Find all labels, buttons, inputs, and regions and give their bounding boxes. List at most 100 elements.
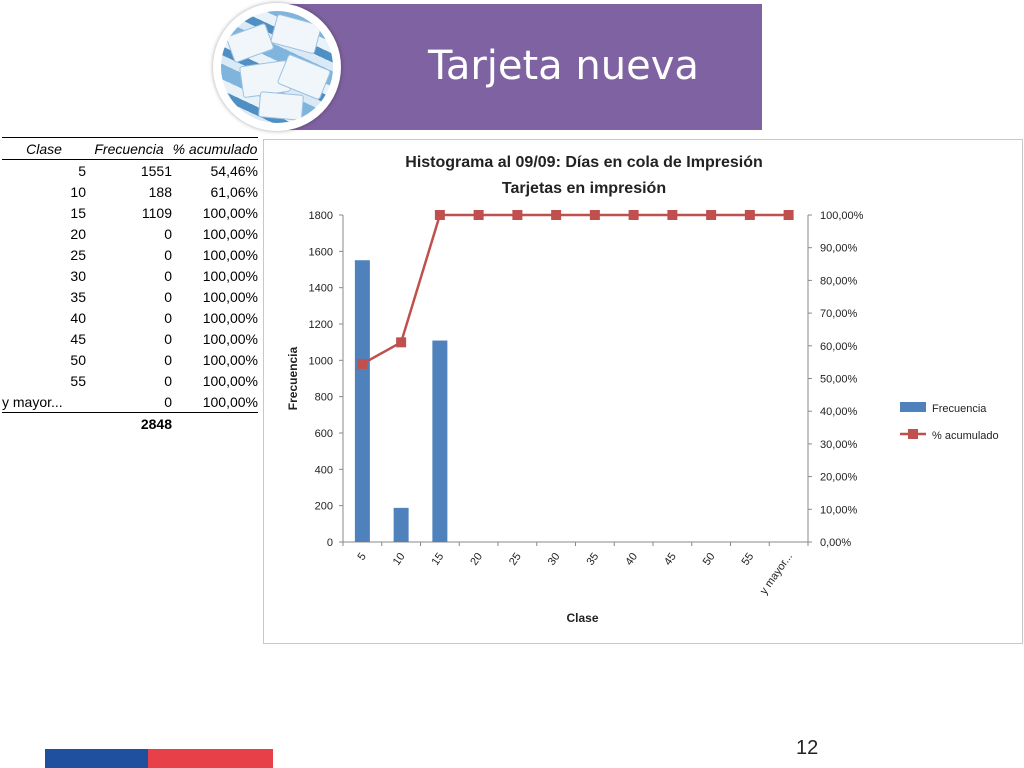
- cell-acumulado: 100,00%: [202, 246, 258, 263]
- cell-frecuencia: 0: [164, 225, 172, 242]
- y2-tick-label: 40,00%: [820, 406, 858, 418]
- footer-bar-red: [148, 749, 273, 768]
- frequency-table: Clase Frecuencia % acumulado 5 1551 54,46%…: [2, 137, 258, 434]
- point-acumulado: [783, 210, 794, 220]
- table-row: 35 0 100,00%: [2, 286, 258, 307]
- table-row: 25 0 100,00%: [2, 244, 258, 265]
- cell-acumulado: 100,00%: [202, 267, 258, 284]
- table-row: 20 0 100,00%: [2, 223, 258, 244]
- point-acumulado: [396, 337, 407, 348]
- footer-bar-blue: [45, 749, 148, 768]
- y2-tick-label: 90,00%: [820, 243, 858, 255]
- cell-frecuencia: 0: [164, 372, 172, 389]
- y2-tick-label: 0,00%: [820, 537, 851, 549]
- cell-clase: 45: [70, 330, 86, 347]
- cell-clase: 10: [70, 183, 86, 200]
- y-tick-label: 1000: [309, 355, 333, 367]
- point-acumulado: [628, 210, 639, 220]
- bar-frecuencia: [393, 507, 409, 542]
- cell-empty: [2, 413, 86, 435]
- cell-clase: y mayor...: [2, 391, 86, 413]
- cell-acumulado: 100,00%: [202, 288, 258, 305]
- table-row: 5 1551 54,46%: [2, 160, 258, 182]
- x-tick-label: 40: [623, 551, 640, 568]
- y-tick-label: 200: [315, 501, 333, 513]
- x-tick-label: 25: [507, 551, 524, 568]
- table-row: 10 188 61,06%: [2, 181, 258, 202]
- y2-tick-label: 50,00%: [820, 374, 858, 386]
- chart-subtitle: Tarjetas en impresión: [502, 180, 666, 197]
- chart-title: Histograma al 09/09: Días en cola de Imp…: [405, 154, 762, 171]
- cell-frecuencia: 0: [164, 309, 172, 326]
- cell-acumulado: 100,00%: [202, 372, 258, 389]
- point-acumulado: [589, 210, 600, 220]
- cell-clase: 35: [70, 288, 86, 305]
- x-tick-label: 20: [468, 551, 485, 568]
- cell-acumulado: 100,00%: [202, 351, 258, 368]
- cell-clase: 40: [70, 309, 86, 326]
- cell-acumulado: 100,00%: [202, 225, 258, 242]
- cell-acumulado: 100,00%: [202, 330, 258, 347]
- chart-canvas: Histograma al 09/09: Días en cola de Imp…: [286, 154, 999, 625]
- y2-tick-label: 10,00%: [820, 504, 858, 516]
- cell-acumulado: 100,00%: [202, 204, 258, 221]
- legend-marker-acumulado: [908, 429, 918, 439]
- cell-clase: 20: [70, 225, 86, 242]
- x-tick-label: 45: [662, 551, 679, 568]
- bar-frecuencia: [354, 260, 370, 542]
- cell-frecuencia: 0: [164, 330, 172, 347]
- table-row: y mayor... 0 100,00%: [2, 391, 258, 413]
- y2-tick-label: 70,00%: [820, 308, 858, 320]
- card-image: [257, 91, 305, 121]
- y-tick-label: 1400: [309, 283, 333, 295]
- histogram-chart: Histograma al 09/09: Días en cola de Imp…: [263, 139, 1023, 644]
- cell-clase: 50: [70, 351, 86, 368]
- y2-tick-label: 100,00%: [820, 210, 864, 222]
- table-row: 55 0 100,00%: [2, 370, 258, 391]
- cell-clase: 15: [70, 204, 86, 221]
- y-tick-label: 400: [315, 464, 333, 476]
- cell-acumulado: 54,46%: [210, 162, 258, 179]
- point-acumulado: [551, 210, 562, 220]
- y-axis-title: Frecuencia: [286, 346, 300, 410]
- y-tick-label: 800: [315, 392, 333, 404]
- table-row: 45 0 100,00%: [2, 328, 258, 349]
- bar-frecuencia: [432, 340, 448, 542]
- tne-cards-photo: [221, 11, 333, 123]
- cell-frecuencia: 0: [164, 267, 172, 284]
- cell-total: 2848: [140, 415, 172, 432]
- cell-frecuencia: 0: [164, 351, 172, 368]
- cell-frecuencia: 0: [86, 391, 172, 413]
- x-tick-label: 55: [739, 551, 756, 568]
- table-header-frecuencia: Frecuencia: [86, 137, 172, 160]
- x-tick-label: 5: [355, 551, 368, 563]
- table-header-acumulado: % acumulado: [172, 137, 258, 160]
- legend-label-acumulado: % acumulado: [932, 430, 999, 442]
- cell-acumulado: 61,06%: [210, 183, 258, 200]
- y-tick-label: 1800: [309, 210, 333, 222]
- cell-clase: 25: [70, 246, 86, 263]
- cell-acumulado: 100,00%: [202, 309, 258, 326]
- cell-frecuencia: 0: [164, 246, 172, 263]
- x-tick-label: 10: [391, 551, 408, 568]
- y2-tick-label: 60,00%: [820, 341, 858, 353]
- legend-swatch-frecuencia: [900, 402, 926, 412]
- line-acumulado: [361, 213, 789, 366]
- y-tick-label: 0: [327, 537, 333, 549]
- point-acumulado: [512, 210, 523, 220]
- table-row: 15 1109 100,00%: [2, 202, 258, 223]
- point-acumulado: [357, 358, 368, 369]
- point-acumulado: [473, 210, 484, 220]
- y-tick-label: 1200: [309, 319, 333, 331]
- y2-tick-label: 80,00%: [820, 275, 858, 287]
- table-row: 40 0 100,00%: [2, 307, 258, 328]
- slide-title: Tarjeta nueva: [428, 43, 699, 89]
- page-number: 12: [796, 737, 819, 759]
- cell-frecuencia: 0: [164, 288, 172, 305]
- x-tick-label: 35: [584, 551, 601, 568]
- y2-tick-label: 20,00%: [820, 472, 858, 484]
- cell-clase: 30: [70, 267, 86, 284]
- point-acumulado: [706, 210, 717, 220]
- cell-frecuencia: 188: [148, 183, 172, 200]
- cell-clase: 55: [70, 372, 86, 389]
